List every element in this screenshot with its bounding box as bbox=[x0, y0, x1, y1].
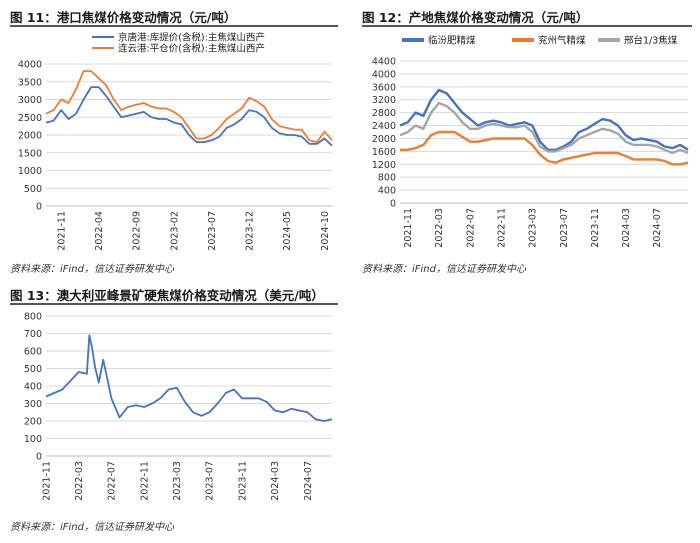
x-tick-label: 2022-07 bbox=[465, 208, 476, 248]
x-tick-label: 2024-10 bbox=[320, 211, 331, 251]
y-tick-label: 4000 bbox=[18, 60, 42, 71]
y-tick-label: 2000 bbox=[372, 134, 396, 145]
x-tick-label: 2023-07 bbox=[559, 208, 570, 248]
y-tick-label: 3000 bbox=[18, 95, 42, 106]
x-tick-label: 2023-11 bbox=[590, 208, 601, 248]
legend-label: 临汾肥精煤 bbox=[428, 35, 476, 47]
y-tick-label: 200 bbox=[24, 417, 42, 428]
chart-svg: 0 500 1000 1500 2000 2500 3000 3500 4000 2021-11 2… bbox=[18, 32, 333, 251]
y-tick-label: 1000 bbox=[18, 166, 42, 177]
chart-source: 资料来源：iFind，信达证券研发中心 bbox=[10, 522, 174, 533]
y-tick-label: 600 bbox=[24, 347, 42, 358]
x-tick-label: 2023-07 bbox=[207, 211, 218, 251]
x-tick-label: 2023-02 bbox=[169, 211, 180, 251]
x-tick-label: 2022-09 bbox=[132, 211, 143, 251]
y-tick-label: 400 bbox=[24, 382, 42, 393]
y-tick-label: 800 bbox=[24, 312, 42, 323]
y-tick-label: 1500 bbox=[18, 148, 42, 159]
x-tick-label: 2023-07 bbox=[205, 461, 216, 501]
y-tick-label: 3600 bbox=[372, 82, 396, 93]
series-line-1 bbox=[399, 88, 689, 151]
y-tick-label: 3200 bbox=[372, 95, 396, 106]
legend-label: 连云港:平仓价(含税):主焦煤山西产 bbox=[118, 43, 265, 55]
y-tick-label: 500 bbox=[24, 184, 42, 195]
title-rule bbox=[10, 25, 338, 27]
title-rule bbox=[10, 303, 338, 305]
chart-source: 资料来源：iFind，信达证券研发中心 bbox=[362, 264, 526, 275]
title-rule bbox=[362, 25, 692, 27]
y-tick-label: 2400 bbox=[372, 121, 396, 132]
chart-panel-11: 图 11：港口焦煤价格变动情况（元/吨） 0 500 1000 1500 2000 250… bbox=[10, 5, 338, 275]
chart-panel-12: 图 12：产地焦煤价格变动情况（元/吨） 0 400 800 1200 1600 2000… bbox=[362, 5, 692, 275]
x-tick-label: 2024-07 bbox=[303, 461, 314, 501]
x-tick-label: 2022-03 bbox=[74, 461, 85, 501]
y-tick-label: 0 bbox=[390, 199, 396, 210]
legend-label: 兖州气精煤 bbox=[538, 35, 586, 47]
y-tick-label: 800 bbox=[378, 173, 396, 184]
x-tick-label: 2022-07 bbox=[107, 461, 118, 501]
legend-label: 京唐港:库提价(含税):主焦煤山西产 bbox=[118, 32, 265, 44]
y-tick-label: 0 bbox=[36, 452, 42, 463]
x-tick-label: 2021-11 bbox=[56, 211, 67, 251]
x-tick-label: 2024-03 bbox=[621, 208, 632, 248]
chart-title: 图 11：港口焦煤价格变动情况（元/吨） bbox=[10, 10, 237, 25]
chart-source: 资料来源：iFind，信达证券研发中心 bbox=[10, 264, 174, 275]
y-tick-label: 700 bbox=[24, 329, 42, 340]
y-tick-label: 2000 bbox=[18, 131, 42, 142]
y-tick-label: 400 bbox=[378, 186, 396, 197]
x-tick-label: 2023-11 bbox=[237, 461, 248, 501]
y-tick-label: 1600 bbox=[372, 147, 396, 158]
x-tick-label: 2022-11 bbox=[497, 208, 508, 248]
series-line-2 bbox=[45, 70, 333, 143]
chart-title: 图 13：澳大利亚峰景矿硬焦煤价格变动情况（美元/吨） bbox=[10, 288, 324, 303]
y-tick-label: 3500 bbox=[18, 77, 42, 88]
x-tick-label: 2021-11 bbox=[403, 208, 414, 248]
series-line-3 bbox=[399, 101, 689, 155]
x-tick-label: 2022-11 bbox=[139, 461, 150, 501]
series-line-2 bbox=[400, 130, 689, 166]
x-tick-label: 2023-03 bbox=[528, 208, 539, 248]
chart-title: 图 12：产地焦煤价格变动情况（元/吨） bbox=[362, 10, 589, 25]
y-tick-label: 4400 bbox=[372, 57, 396, 68]
gridlines bbox=[46, 315, 332, 457]
legend-label: 邢台1/3焦煤 bbox=[624, 35, 678, 47]
x-tick-label: 2024-07 bbox=[652, 208, 663, 248]
x-tick-label: 2021-11 bbox=[41, 461, 52, 501]
x-tick-label: 2023-12 bbox=[245, 211, 256, 251]
chart-svg: 0 100 200 300 400 500 600 700 800 2021-11 2022-03 2… bbox=[24, 312, 333, 501]
y-tick-label: 100 bbox=[24, 434, 42, 445]
y-tick-label: 2800 bbox=[372, 108, 396, 119]
y-tick-label: 4000 bbox=[372, 69, 396, 80]
y-tick-label: 500 bbox=[24, 364, 42, 375]
x-tick-label: 2022-04 bbox=[94, 211, 105, 251]
y-tick-label: 1200 bbox=[372, 160, 396, 171]
y-tick-label: 2500 bbox=[18, 113, 42, 124]
y-tick-label: 300 bbox=[24, 399, 42, 410]
x-tick-label: 2023-03 bbox=[172, 461, 183, 501]
series-line-1 bbox=[45, 334, 333, 422]
x-tick-label: 2022-03 bbox=[434, 208, 445, 248]
y-tick-label: 0 bbox=[36, 202, 42, 213]
chart-panel-13: 图 13：澳大利亚峰景矿硬焦煤价格变动情况（美元/吨） 0 100 200 300 40… bbox=[10, 283, 338, 538]
chart-svg: 0 400 800 1200 1600 2000 2400 2800 3200 3600 40004… bbox=[372, 35, 689, 248]
x-tick-label: 2024-03 bbox=[270, 461, 281, 501]
x-tick-label: 2024-05 bbox=[282, 211, 293, 251]
series-line-1 bbox=[45, 86, 333, 147]
